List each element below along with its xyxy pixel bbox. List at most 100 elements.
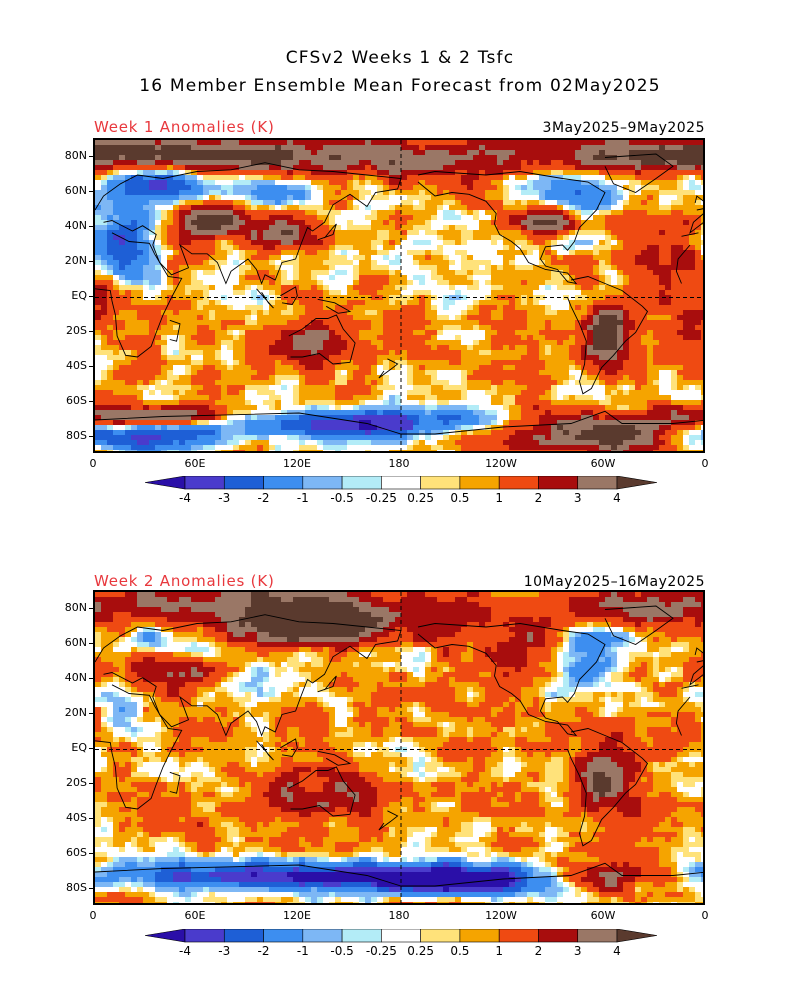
colorbar-swatch <box>381 476 421 490</box>
colorbar-label: 4 <box>613 491 621 505</box>
colorbar-min-arrow <box>145 476 186 490</box>
lon-tick-label: 60E <box>184 457 206 470</box>
colorbar-swatch <box>263 929 304 943</box>
colorbar-swatch <box>420 929 461 943</box>
lat-tick <box>89 330 93 332</box>
lat-tick <box>89 607 93 609</box>
lon-tick-label: 60W <box>590 457 616 470</box>
lat-tick <box>89 295 93 297</box>
lat-tick <box>89 712 93 714</box>
panel-week1-dates: 3May2025–9May2025 <box>542 120 705 136</box>
colorbar-label: 0.25 <box>407 491 434 505</box>
colorbar-label: 4 <box>613 944 621 958</box>
lon-tick-label: 60E <box>184 909 206 922</box>
lat-tick-label: 40S <box>66 810 87 824</box>
map-week1 <box>93 138 705 453</box>
coastlines <box>95 153 703 435</box>
colorbar-label: 2 <box>534 491 543 505</box>
anomaly-field <box>95 592 703 903</box>
lat-tick <box>89 190 93 192</box>
lat-tick <box>89 817 93 819</box>
anomaly-map-svg <box>95 592 703 903</box>
lat-tick-label: 20N <box>64 253 87 267</box>
panel-week2-label: Week 2 Anomalies (K) <box>94 572 275 590</box>
colorbar-swatch <box>538 476 579 490</box>
lat-tick-label: 60N <box>64 183 87 197</box>
colorbar-label: -4 <box>179 944 191 958</box>
lat-tick-label: 80S <box>66 428 87 442</box>
lat-tick <box>89 677 93 679</box>
colorbar-swatch <box>459 929 500 943</box>
anomaly-field <box>95 140 703 451</box>
map-week2 <box>93 590 705 905</box>
colorbar-label: -1 <box>296 491 309 505</box>
colorbar-label: 1 <box>495 944 503 958</box>
colorbar-label: -3 <box>218 944 231 958</box>
lon-tick-label: 120E <box>283 457 311 470</box>
colorbar-swatch <box>263 476 304 490</box>
colorbar-label: -0.5 <box>330 491 354 505</box>
colorbar-swatch <box>498 476 539 490</box>
colorbar-swatch <box>184 476 225 490</box>
lon-tick-label: 60W <box>590 909 616 922</box>
lat-tick <box>89 260 93 262</box>
lat-tick-label: 20S <box>66 323 87 337</box>
colorbar-swatch <box>459 476 500 490</box>
lat-tick <box>89 887 93 889</box>
lat-tick-label: 80N <box>64 148 87 162</box>
lat-tick <box>89 365 93 367</box>
lon-tick-label: 120E <box>283 909 311 922</box>
colorbar-label: -2 <box>257 944 270 958</box>
lat-tick <box>89 400 93 402</box>
colorbar-label: 0.5 <box>450 491 470 505</box>
title-line-2: 16 Member Ensemble Mean Forecast from 02… <box>139 76 661 96</box>
colorbar-swatch <box>381 929 421 943</box>
lat-tick-label: 40N <box>64 218 87 232</box>
colorbar-label: 3 <box>573 944 582 958</box>
colorbar-swatch <box>498 929 539 943</box>
colorbar-max-arrow <box>616 929 657 943</box>
colorbar-label: -1 <box>296 944 309 958</box>
anomaly-map-svg <box>95 140 703 451</box>
lat-tick-label: 60S <box>66 393 87 407</box>
colorbar-label: 3 <box>573 491 582 505</box>
colorbar-swatch <box>577 929 618 943</box>
lat-tick-label: 60N <box>64 635 87 649</box>
lon-tick-label: 120W <box>485 909 517 922</box>
colorbar-label: -3 <box>218 491 231 505</box>
colorbar-svg <box>145 929 657 943</box>
colorbar-swatch <box>577 476 618 490</box>
lon-tick-label: 0 <box>89 457 97 470</box>
colorbar-label: -4 <box>179 491 191 505</box>
colorbar-swatch <box>302 929 343 943</box>
lon-tick-label: 180 <box>388 909 410 922</box>
lat-tick <box>89 642 93 644</box>
lon-tick-label: 180 <box>388 457 410 470</box>
lat-tick-label: 20N <box>64 705 87 719</box>
lat-tick <box>89 225 93 227</box>
colorbar-label: -0.25 <box>365 491 397 505</box>
colorbar-min-arrow <box>145 929 186 943</box>
colorbar-swatch <box>420 476 461 490</box>
coastlines <box>95 605 703 887</box>
colorbar-swatch <box>341 929 382 943</box>
lat-tick <box>89 852 93 854</box>
colorbar-label: -0.5 <box>330 944 354 958</box>
colorbar-label: 1 <box>495 491 503 505</box>
lat-tick-label: 80S <box>66 880 87 894</box>
lat-tick <box>89 747 93 749</box>
title-line-1: CFSv2 Weeks 1 & 2 Tsfc <box>285 48 515 68</box>
lon-tick-label: 0 <box>701 909 709 922</box>
lat-tick-label: 20S <box>66 775 87 789</box>
lat-tick <box>89 435 93 437</box>
panel-week1-label: Week 1 Anomalies (K) <box>94 118 275 136</box>
colorbar-svg <box>145 476 657 490</box>
panel-week2-dates: 10May2025–16May2025 <box>523 574 705 590</box>
lat-tick-label: 40N <box>64 670 87 684</box>
lat-tick-label: 80N <box>64 600 87 614</box>
colorbar-label: -2 <box>257 491 270 505</box>
colorbar-swatch <box>538 929 579 943</box>
lat-tick-label: 60S <box>66 845 87 859</box>
lat-tick <box>89 782 93 784</box>
lat-tick-label: EQ <box>71 740 87 754</box>
